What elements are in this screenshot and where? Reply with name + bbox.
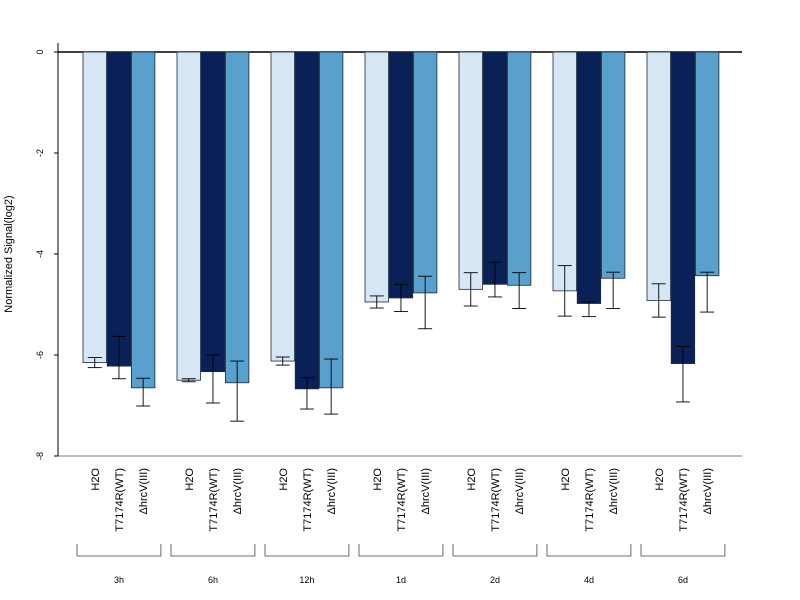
bar (224, 51, 250, 384)
bar (130, 51, 156, 389)
group-bracket (640, 544, 726, 557)
category-label: T7174R(WT) (678, 468, 690, 532)
plot-area: 0 -2 -4 -6 -8 H2O T7174R(WT) ΔhrcV(III) 3h H2O T71… (35, 43, 742, 585)
group-label: 1d (396, 575, 406, 585)
bar (601, 51, 626, 279)
group-bracket (76, 544, 162, 557)
y-tick-label: -2 (35, 149, 45, 157)
group-label: 6d (678, 575, 688, 585)
bar (270, 51, 295, 362)
y-axis-label: Normalized Signal(log2) (3, 195, 15, 312)
bar (695, 51, 720, 277)
bar (576, 51, 602, 304)
category-label: T7174R(WT) (114, 468, 126, 532)
bar (552, 51, 577, 292)
category-label: ΔhrcV(III) (702, 468, 714, 514)
group-bracket (264, 544, 350, 557)
bar (670, 51, 696, 364)
group-label: 2d (490, 575, 500, 585)
category-label: H2O (184, 468, 196, 491)
category-label: ΔhrcV(III) (232, 468, 244, 514)
y-tick-label: -8 (35, 452, 45, 460)
bar (482, 51, 508, 285)
bar (412, 51, 438, 294)
bar (388, 51, 414, 299)
group-label: 6h (208, 575, 218, 585)
category-label: T7174R(WT) (208, 468, 220, 532)
category-label: H2O (654, 468, 666, 491)
group-label: 4d (584, 575, 594, 585)
y-tick-label: 0 (35, 49, 45, 54)
category-label: ΔhrcV(III) (138, 468, 150, 514)
category-label: H2O (372, 468, 384, 491)
y-tick-label: -4 (35, 250, 45, 258)
category-label: H2O (90, 468, 102, 491)
category-label: ΔhrcV(III) (608, 468, 620, 514)
bar (200, 51, 226, 373)
category-label: T7174R(WT) (490, 468, 502, 532)
category-label: H2O (560, 468, 572, 491)
group-label: 12h (299, 575, 314, 585)
bar (294, 51, 320, 390)
group-bracket (546, 544, 632, 557)
category-label: T7174R(WT) (396, 468, 408, 532)
bar (364, 51, 389, 303)
category-label: T7174R(WT) (302, 468, 314, 532)
group-bracket (452, 544, 538, 557)
bar (506, 51, 532, 286)
bar (176, 51, 201, 381)
category-label: ΔhrcV(III) (420, 468, 432, 514)
group-bracket (170, 544, 256, 557)
category-label: T7174R(WT) (584, 468, 596, 532)
category-label: ΔhrcV(III) (514, 468, 526, 514)
category-label: ΔhrcV(III) (326, 468, 338, 514)
bar (82, 51, 107, 363)
bar (458, 51, 483, 290)
bar (106, 51, 132, 367)
group-bracket (358, 544, 444, 557)
y-tick-label: -6 (35, 351, 45, 359)
bar (646, 51, 671, 301)
group-label: 3h (114, 575, 124, 585)
bar (318, 51, 344, 389)
category-label: H2O (278, 468, 290, 491)
category-label: H2O (466, 468, 478, 491)
